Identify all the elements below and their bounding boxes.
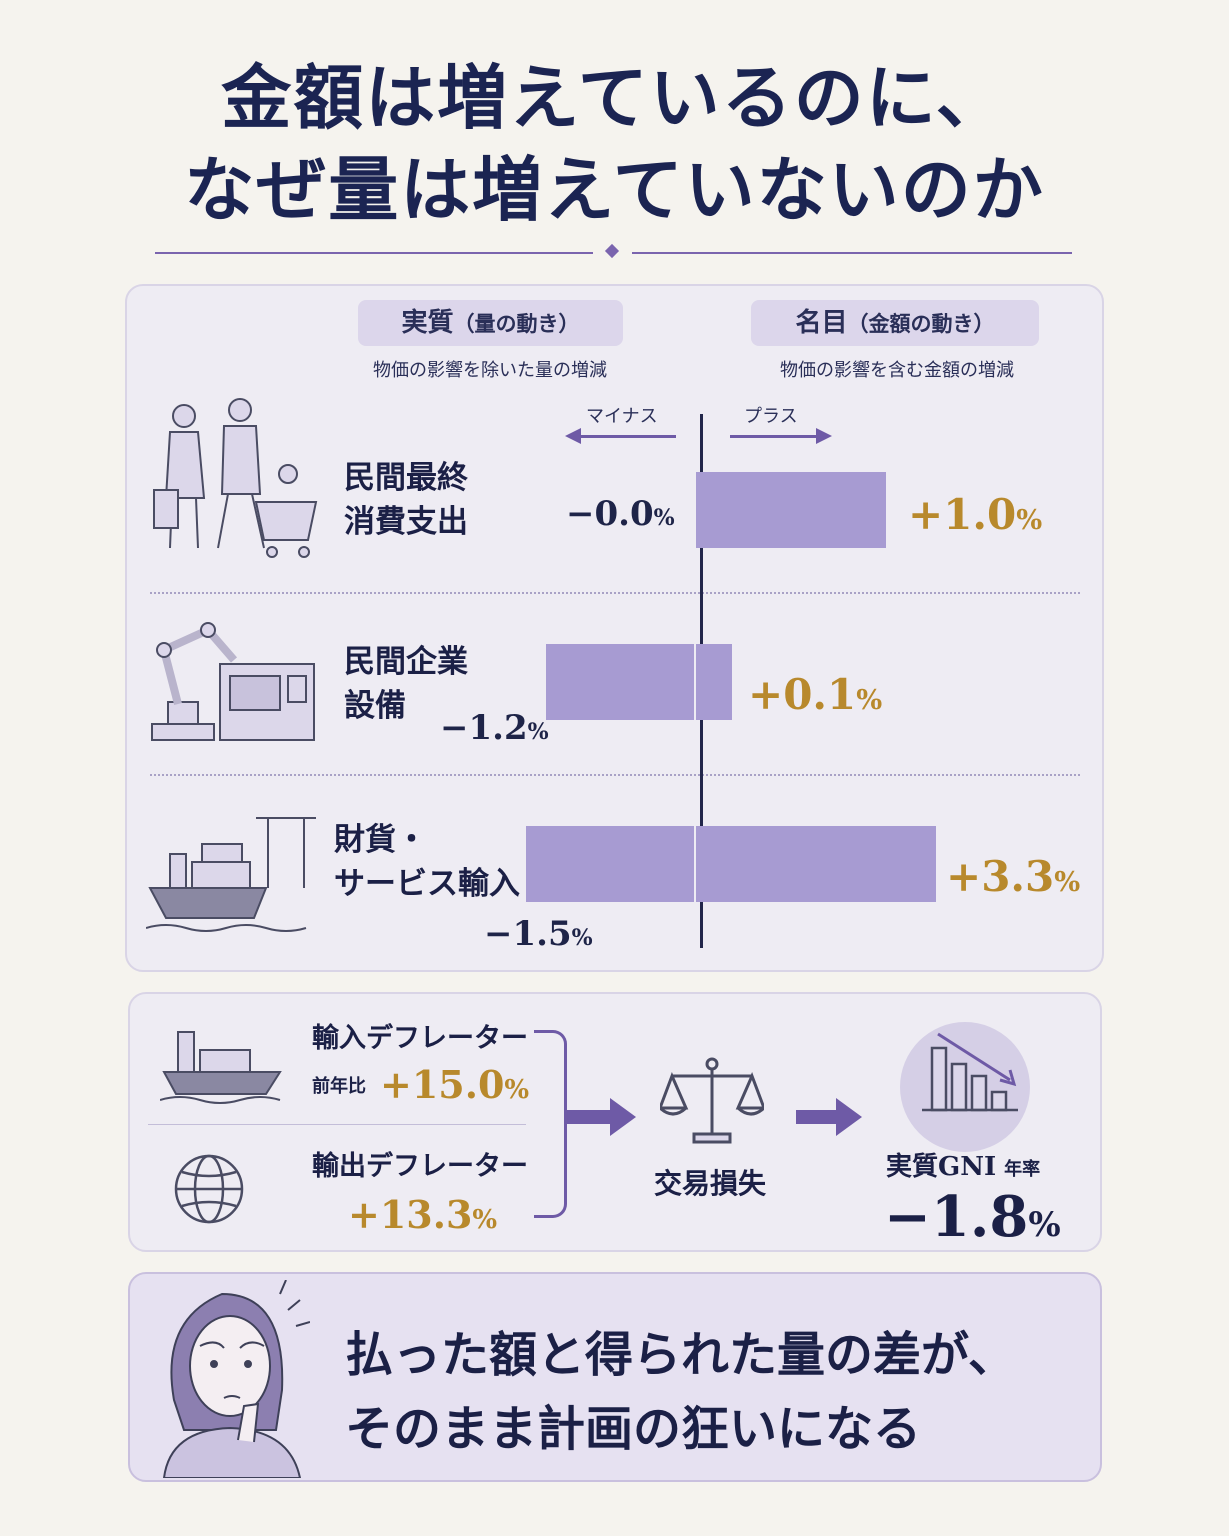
import-ship-icon	[160, 1031, 282, 1104]
export-deflator-number: +13.3	[348, 1192, 473, 1237]
conclusion-line-1: 払った額と得られた量の差が、	[345, 1327, 1017, 1383]
plus-arrow-head-icon	[816, 428, 832, 444]
title-line-2: なぜ量は増えていないのか	[184, 148, 1045, 231]
category-label-2-line-1: 民間企業	[344, 644, 468, 680]
import-deflator-number: +15.0	[380, 1062, 505, 1107]
real-value-unit-1: %	[653, 505, 675, 531]
title-line-1: 金額は増えているのに、	[221, 56, 1008, 139]
row-separator-2	[150, 774, 1080, 776]
real-legend-tag: 実質（量の動き）	[358, 300, 623, 346]
deflator-bracket	[534, 1030, 567, 1218]
category-label-1-line-1: 民間最終	[344, 460, 468, 496]
factory-robot-icon	[151, 622, 315, 741]
minus-arrow-line	[578, 435, 676, 438]
shopping-family-icon	[153, 398, 318, 558]
category-label-3: 財貨・ サービス輸入	[334, 818, 520, 906]
real-legend-paren: （量の動き）	[453, 311, 580, 336]
nominal-value-number-2: +0.1	[748, 670, 857, 719]
category-label-2-line-2: 設備	[344, 688, 406, 724]
nominal-value-label-2: +0.1%	[748, 670, 882, 719]
real-value-unit-3: %	[571, 925, 593, 951]
nominal-value-number-3: +3.3	[946, 852, 1055, 901]
real-bar-2	[546, 644, 694, 720]
real-legend-label: 実質	[401, 308, 454, 338]
plus-arrow-line	[730, 435, 820, 438]
real-bar-3	[526, 826, 694, 902]
nominal-value-label-3: +3.3%	[946, 852, 1080, 901]
nominal-value-number-1: +1.0	[908, 490, 1017, 539]
real-value-number-3: −1.5	[484, 914, 572, 954]
import-yoy-label: 前年比	[312, 1076, 366, 1097]
nominal-value-unit-2: %	[856, 684, 883, 716]
minus-direction-label: マイナス	[586, 406, 658, 427]
export-deflator-value: +13.3%	[348, 1192, 497, 1237]
conclusion-text: 払った額と得られた量の差が、 そのまま計画の狂いになる	[345, 1318, 1016, 1466]
gni-annual-label: 年率	[1004, 1159, 1041, 1180]
import-deflator-value: +15.0%	[380, 1062, 529, 1107]
flow-separator	[148, 1124, 526, 1125]
title-divider-left	[155, 252, 593, 254]
import-deflator-label: 輸入デフレーター	[312, 1023, 528, 1054]
conclusion-line-2: そのまま計画の狂いになる	[345, 1401, 922, 1457]
nominal-legend-desc: 物価の影響を含む金額の増減	[780, 360, 1014, 381]
gni-value-number: −1.8	[884, 1184, 1029, 1250]
nominal-value-unit-1: %	[1016, 504, 1043, 536]
category-label-3-line-1: 財貨・	[334, 822, 427, 858]
import-deflator-unit: %	[504, 1075, 530, 1105]
real-legend-desc: 物価の影響を除いた量の増減	[373, 360, 607, 381]
nominal-legend-tag: 名目（金額の動き）	[751, 300, 1039, 346]
title-divider-right	[632, 252, 1072, 254]
export-deflator-unit: %	[472, 1205, 498, 1235]
minus-arrow-head-icon	[565, 428, 581, 444]
nominal-value-unit-3: %	[1054, 866, 1081, 898]
page-title: 金額は増えているのに、 なぜ量は増えていないのか	[0, 52, 1229, 236]
worried-woman-icon	[162, 1280, 310, 1478]
category-label-2: 民間企業 設備	[344, 640, 468, 728]
nominal-legend-label: 名目	[795, 308, 848, 338]
gni-value: −1.8%	[884, 1184, 1061, 1250]
category-label-1-line-2: 消費支出	[344, 504, 468, 540]
real-value-unit-2: %	[527, 719, 549, 745]
nominal-value-label-1: +1.0%	[908, 490, 1042, 539]
nominal-bar-2	[696, 644, 732, 720]
balance-scale-icon	[660, 1057, 764, 1144]
nominal-legend-paren: （金額の動き）	[847, 311, 995, 336]
gni-label-text: 実質GNI	[886, 1152, 997, 1182]
plus-direction-label: プラス	[744, 406, 798, 427]
real-value-number-1: −0.0	[566, 494, 654, 534]
category-label-1: 民間最終 消費支出	[344, 456, 468, 544]
real-value-label-2: −1.2%	[440, 708, 549, 748]
divider-diamond-icon	[604, 243, 620, 259]
export-deflator-label: 輸出デフレーター	[312, 1151, 528, 1182]
gni-value-unit: %	[1028, 1205, 1061, 1245]
real-value-label-1: −0.0%	[566, 494, 675, 534]
declining-bar-chart-icon	[922, 1032, 1018, 1112]
cargo-ship-icon	[146, 817, 316, 932]
globe-icon	[174, 1154, 244, 1224]
trade-loss-label: 交易損失	[654, 1167, 767, 1200]
gni-label: 実質GNI 年率	[886, 1146, 1040, 1183]
category-label-3-line-2: サービス輸入	[334, 866, 520, 902]
nominal-bar-1	[696, 472, 886, 548]
real-value-number-2: −1.2	[440, 708, 528, 748]
nominal-bar-3	[696, 826, 936, 902]
real-value-label-3: −1.5%	[484, 914, 593, 954]
row-separator-1	[150, 592, 1080, 594]
